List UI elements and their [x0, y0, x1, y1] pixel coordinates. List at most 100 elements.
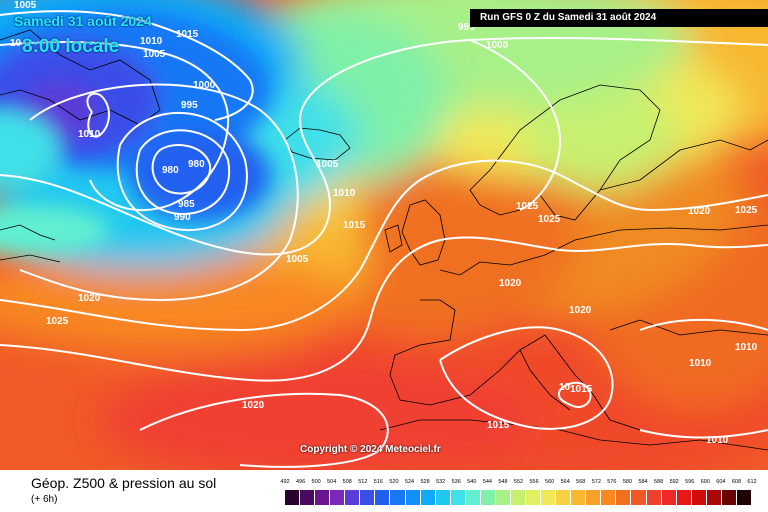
scale-swatch: [510, 490, 526, 505]
scale-swatch: [450, 490, 466, 505]
scale-label: 572: [591, 479, 601, 485]
isobar-labels: 1005 10 1010 1005 1015 1000 995 1010 980…: [10, 0, 758, 446]
scale-swatch: [495, 490, 511, 505]
scale-swatch: [646, 490, 662, 505]
isobar-label: 1025: [516, 201, 539, 212]
scale-swatch: [360, 490, 376, 505]
isobar-label: 1015: [343, 220, 366, 231]
forecast-date: Samedi 31 août 2024: [14, 13, 152, 29]
scale-label: 584: [638, 479, 648, 485]
scale-label: 496: [295, 479, 306, 485]
scale-swatch: [691, 490, 707, 505]
run-banner: Run GFS 0 Z du Samedi 31 août 2024: [470, 9, 768, 27]
isobar-label: 1000: [193, 80, 216, 91]
scale-swatch: [405, 490, 421, 505]
scale-swatch: [435, 490, 451, 505]
isobar-label: 990: [174, 212, 191, 223]
scale-swatch: [736, 490, 752, 505]
scale-label: 564: [560, 479, 570, 485]
isobar-label: 1020: [78, 293, 101, 304]
scale-swatch: [706, 490, 722, 505]
scale-label: 516: [373, 479, 383, 485]
scale-label: 492: [280, 479, 290, 485]
scale-label: 552: [513, 479, 524, 485]
scale-swatch: [616, 490, 632, 505]
scale-swatch: [556, 490, 572, 505]
isobar-lines: [0, 10, 768, 468]
scale-swatch: [285, 490, 301, 505]
scale-label: 608: [731, 479, 742, 485]
isobar-label: 1025: [46, 316, 69, 327]
scale-swatch: [541, 490, 557, 505]
scale-swatch: [480, 490, 496, 505]
scale-swatch: [315, 490, 331, 505]
isobar-label: 995: [458, 22, 475, 33]
isobar-label: 1005: [286, 254, 309, 265]
scale-label: 604: [716, 479, 726, 485]
scale-swatch: [631, 490, 647, 505]
isobar-label: 1020: [242, 400, 265, 411]
scale-swatch: [721, 490, 737, 505]
color-scale-bar: [285, 490, 752, 505]
scale-swatch: [526, 490, 542, 505]
color-scale-labels: 492 496 500 504 508 512 516 520 524 528 532 536 540 5…: [280, 479, 757, 489]
scale-label: 500: [311, 479, 321, 485]
scale-swatch: [676, 490, 692, 505]
isobar-label: 1005: [143, 49, 166, 60]
scale-label: 600: [700, 479, 710, 485]
scale-label: 576: [607, 479, 617, 485]
scale-label: 512: [358, 479, 368, 485]
scale-label: 520: [389, 479, 399, 485]
scale-label: 612: [747, 479, 757, 485]
isobar-label: 1015: [570, 384, 593, 395]
isobar-label: 980: [188, 159, 205, 170]
forecast-time: 8:00 locale: [22, 36, 120, 57]
legend-footer: Géop. Z500 & pression au sol (+ 6h) 492 4…: [0, 470, 768, 512]
isobar-label: 1025: [538, 214, 561, 225]
scale-swatch: [390, 490, 406, 505]
isobar-label: 995: [181, 100, 198, 111]
scale-label: 536: [451, 479, 461, 485]
scale-swatch: [661, 490, 677, 505]
forecast-offset: (+ 6h): [31, 494, 58, 505]
scale-label: 568: [576, 479, 586, 485]
scale-swatch: [586, 490, 602, 505]
isobar-label: 985: [178, 199, 195, 210]
isobar-label: 1020: [569, 305, 592, 316]
scale-swatch: [571, 490, 587, 505]
scale-label: 556: [529, 479, 539, 485]
scale-label: 588: [654, 479, 664, 485]
scale-swatch: [375, 490, 391, 505]
scale-label: 532: [436, 479, 446, 485]
isobar-label: 1005: [316, 159, 339, 170]
isobar-label: 1020: [499, 278, 522, 289]
scale-label: 548: [498, 479, 508, 485]
scale-swatch: [420, 490, 436, 505]
scale-label: 592: [669, 479, 679, 485]
scale-label: 528: [420, 479, 430, 485]
scale-swatch: [601, 490, 617, 505]
isobar-label: 1010: [140, 36, 163, 47]
scale-label: 596: [685, 479, 695, 485]
isobar-label: 1010: [333, 188, 356, 199]
isobar-label: 10: [10, 38, 22, 49]
coastlines: [0, 29, 768, 451]
copyright-text: Copyright © 2024 Meteociel.fr: [300, 444, 441, 455]
isobar-label: 1020: [688, 206, 711, 217]
isobar-label: 1010: [689, 358, 712, 369]
scale-swatch: [330, 490, 346, 505]
scale-swatch: [345, 490, 361, 505]
scale-label: 580: [622, 479, 633, 485]
isobar-label: 1010: [735, 342, 758, 353]
scale-swatch: [465, 490, 481, 505]
isobar-label: 1025: [735, 205, 758, 216]
isobar-label: 1015: [176, 29, 199, 40]
scale-label: 508: [342, 479, 352, 485]
geopotential-field: [0, 0, 768, 470]
scale-label: 540: [467, 479, 477, 485]
isobar-label: 1010: [78, 129, 101, 140]
isobar-label: 980: [162, 165, 179, 176]
isobar-label: 10: [559, 382, 571, 393]
scale-label: 524: [404, 479, 415, 485]
map-title: Géop. Z500 & pression au sol: [31, 475, 217, 491]
